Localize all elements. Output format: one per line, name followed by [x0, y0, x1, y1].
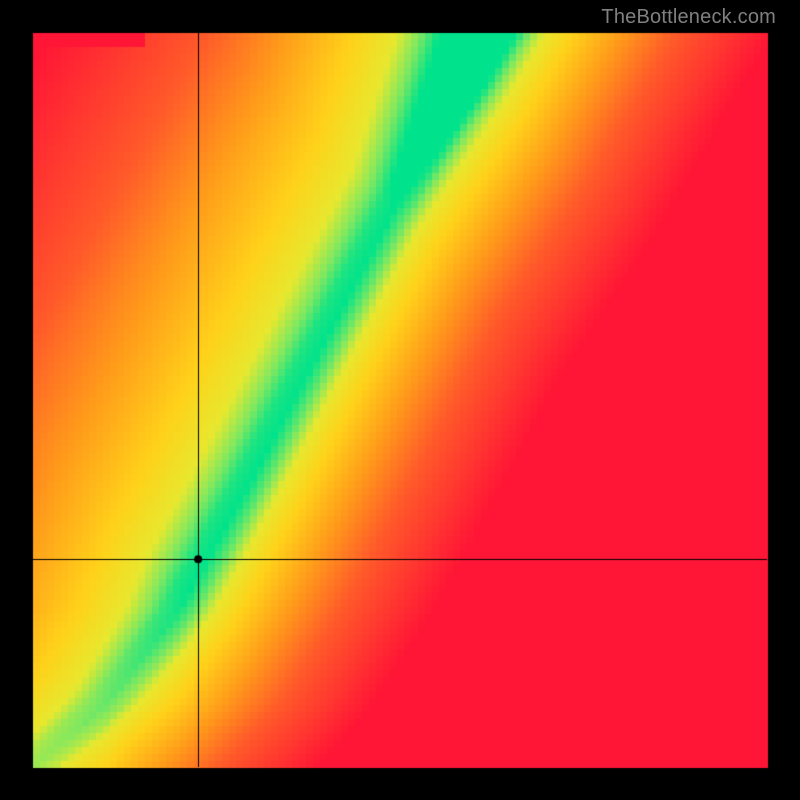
watermark-text: TheBottleneck.com — [601, 6, 776, 29]
heatmap-canvas — [0, 0, 800, 800]
chart-container: TheBottleneck.com — [0, 0, 800, 800]
